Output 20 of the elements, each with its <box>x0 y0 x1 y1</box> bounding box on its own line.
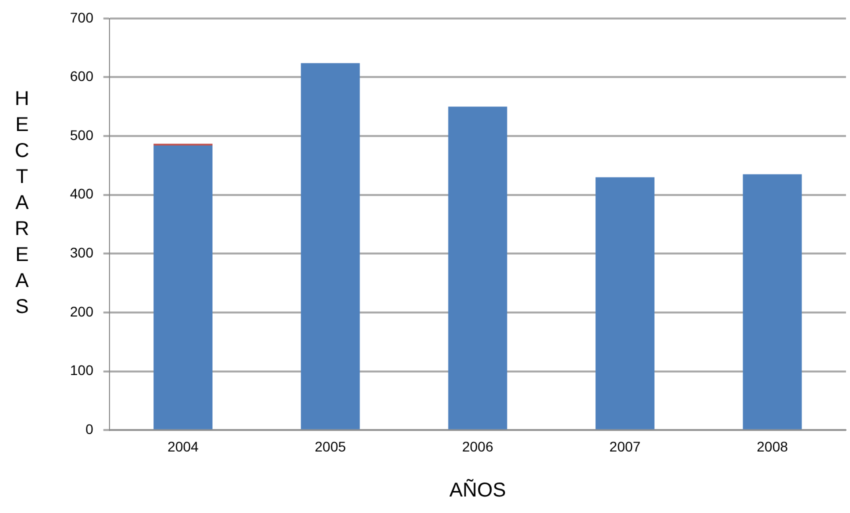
y-tick-label: 400 <box>70 186 94 202</box>
y-tick-label: 200 <box>70 303 94 320</box>
bar <box>300 63 360 430</box>
y-tick-label: 600 <box>70 68 94 84</box>
bar <box>448 106 508 430</box>
bar <box>742 174 802 430</box>
bar <box>596 177 654 430</box>
x-tick-label: 2008 <box>756 438 788 454</box>
y-tick-label: 0 <box>86 421 94 438</box>
x-tick-label: 2006 <box>462 438 494 454</box>
y-tick-label: 500 <box>70 126 94 143</box>
x-tick-label: 2007 <box>609 438 641 454</box>
y-tick-label: 700 <box>70 9 94 26</box>
y-tick-label: 300 <box>70 244 94 261</box>
x-tick-label: 2004 <box>167 438 199 454</box>
y-axis-title: HECTAREAS <box>10 88 33 322</box>
y-tick-label: 100 <box>70 362 94 378</box>
bar <box>154 145 212 430</box>
x-tick-label: 2005 <box>314 438 346 454</box>
x-axis-title: AÑOS <box>449 478 506 502</box>
